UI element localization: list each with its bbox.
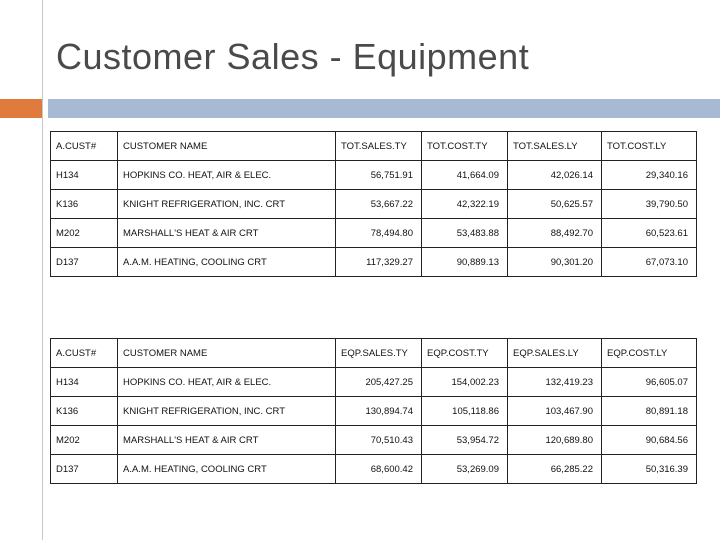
cust-id-cell: M202 — [50, 218, 118, 248]
value-cell: 68,600.42 — [335, 454, 422, 484]
value-cell: 29,340.16 — [601, 160, 697, 190]
table-row: D137 A.A.M. HEATING, COOLING CRT 68,600.… — [50, 454, 697, 484]
value-cell: 103,467.90 — [507, 396, 602, 426]
value-cell: 60,523.61 — [601, 218, 697, 248]
value-cell: 42,322.19 — [421, 189, 508, 219]
customer-name-cell: HOPKINS CO. HEAT, AIR & ELEC. — [117, 160, 336, 190]
table-row: H134 HOPKINS CO. HEAT, AIR & ELEC. 205,4… — [50, 367, 697, 397]
value-cell: 42,026.14 — [507, 160, 602, 190]
column-header: EQP.COST.LY — [601, 338, 697, 368]
column-header: EQP.SALES.TY — [335, 338, 422, 368]
column-header: A.CUST# — [50, 131, 118, 161]
table-header-row: A.CUST# CUSTOMER NAME EQP.SALES.TY EQP.C… — [50, 338, 697, 368]
customer-name-cell: MARSHALL'S HEAT & AIR CRT — [117, 425, 336, 455]
column-header: CUSTOMER NAME — [117, 338, 336, 368]
column-header: TOT.COST.LY — [601, 131, 697, 161]
value-cell: 96,605.07 — [601, 367, 697, 397]
table-row: D137 A.A.M. HEATING, COOLING CRT 117,329… — [50, 247, 697, 277]
value-cell: 130,894.74 — [335, 396, 422, 426]
cust-id-cell: M202 — [50, 425, 118, 455]
customer-name-cell: KNIGHT REFRIGERATION, INC. CRT — [117, 189, 336, 219]
value-cell: 105,118.86 — [421, 396, 508, 426]
left-divider-line — [42, 0, 43, 540]
table-row: K136 KNIGHT REFRIGERATION, INC. CRT 53,6… — [50, 189, 697, 219]
column-header: EQP.COST.TY — [421, 338, 508, 368]
value-cell: 90,684.56 — [601, 425, 697, 455]
value-cell: 90,889.13 — [421, 247, 508, 277]
value-cell: 53,667.22 — [335, 189, 422, 219]
value-cell: 120,689.80 — [507, 425, 602, 455]
cust-id-cell: D137 — [50, 454, 118, 484]
table-row: M202 MARSHALL'S HEAT & AIR CRT 70,510.43… — [50, 425, 697, 455]
value-cell: 154,002.23 — [421, 367, 508, 397]
cust-id-cell: K136 — [50, 396, 118, 426]
column-header: TOT.COST.TY — [421, 131, 508, 161]
cust-id-cell: D137 — [50, 247, 118, 277]
value-cell: 70,510.43 — [335, 425, 422, 455]
value-cell: 41,664.09 — [421, 160, 508, 190]
cust-id-cell: K136 — [50, 189, 118, 219]
value-cell: 50,316.39 — [601, 454, 697, 484]
value-cell: 88,492.70 — [507, 218, 602, 248]
value-cell: 80,891.18 — [601, 396, 697, 426]
table-row: K136 KNIGHT REFRIGERATION, INC. CRT 130,… — [50, 396, 697, 426]
column-header: A.CUST# — [50, 338, 118, 368]
value-cell: 66,285.22 — [507, 454, 602, 484]
value-cell: 132,419.23 — [507, 367, 602, 397]
customer-name-cell: KNIGHT REFRIGERATION, INC. CRT — [117, 396, 336, 426]
table-row: M202 MARSHALL'S HEAT & AIR CRT 78,494.80… — [50, 218, 697, 248]
customer-name-cell: A.A.M. HEATING, COOLING CRT — [117, 247, 336, 277]
value-cell: 53,483.88 — [421, 218, 508, 248]
accent-bar-orange — [0, 99, 42, 118]
slide-title: Customer Sales - Equipment — [56, 36, 530, 77]
customer-name-cell: MARSHALL'S HEAT & AIR CRT — [117, 218, 336, 248]
customer-name-cell: HOPKINS CO. HEAT, AIR & ELEC. — [117, 367, 336, 397]
value-cell: 53,954.72 — [421, 425, 508, 455]
customer-name-cell: A.A.M. HEATING, COOLING CRT — [117, 454, 336, 484]
value-cell: 67,073.10 — [601, 247, 697, 277]
table-header-row: A.CUST# CUSTOMER NAME TOT.SALES.TY TOT.C… — [50, 131, 697, 161]
table-row: H134 HOPKINS CO. HEAT, AIR & ELEC. 56,75… — [50, 160, 697, 190]
column-header: EQP.SALES.LY — [507, 338, 602, 368]
cust-id-cell: H134 — [50, 367, 118, 397]
value-cell: 53,269.09 — [421, 454, 508, 484]
value-cell: 90,301.20 — [507, 247, 602, 277]
value-cell: 50,625.57 — [507, 189, 602, 219]
value-cell: 117,329.27 — [335, 247, 422, 277]
column-header: TOT.SALES.LY — [507, 131, 602, 161]
cust-id-cell: H134 — [50, 160, 118, 190]
value-cell: 205,427.25 — [335, 367, 422, 397]
value-cell: 39,790.50 — [601, 189, 697, 219]
column-header: CUSTOMER NAME — [117, 131, 336, 161]
accent-bar-blue — [48, 99, 720, 118]
value-cell: 78,494.80 — [335, 218, 422, 248]
value-cell: 56,751.91 — [335, 160, 422, 190]
column-header: TOT.SALES.TY — [335, 131, 422, 161]
total-sales-table: A.CUST# CUSTOMER NAME TOT.SALES.TY TOT.C… — [50, 131, 697, 277]
equipment-sales-table: A.CUST# CUSTOMER NAME EQP.SALES.TY EQP.C… — [50, 338, 697, 484]
